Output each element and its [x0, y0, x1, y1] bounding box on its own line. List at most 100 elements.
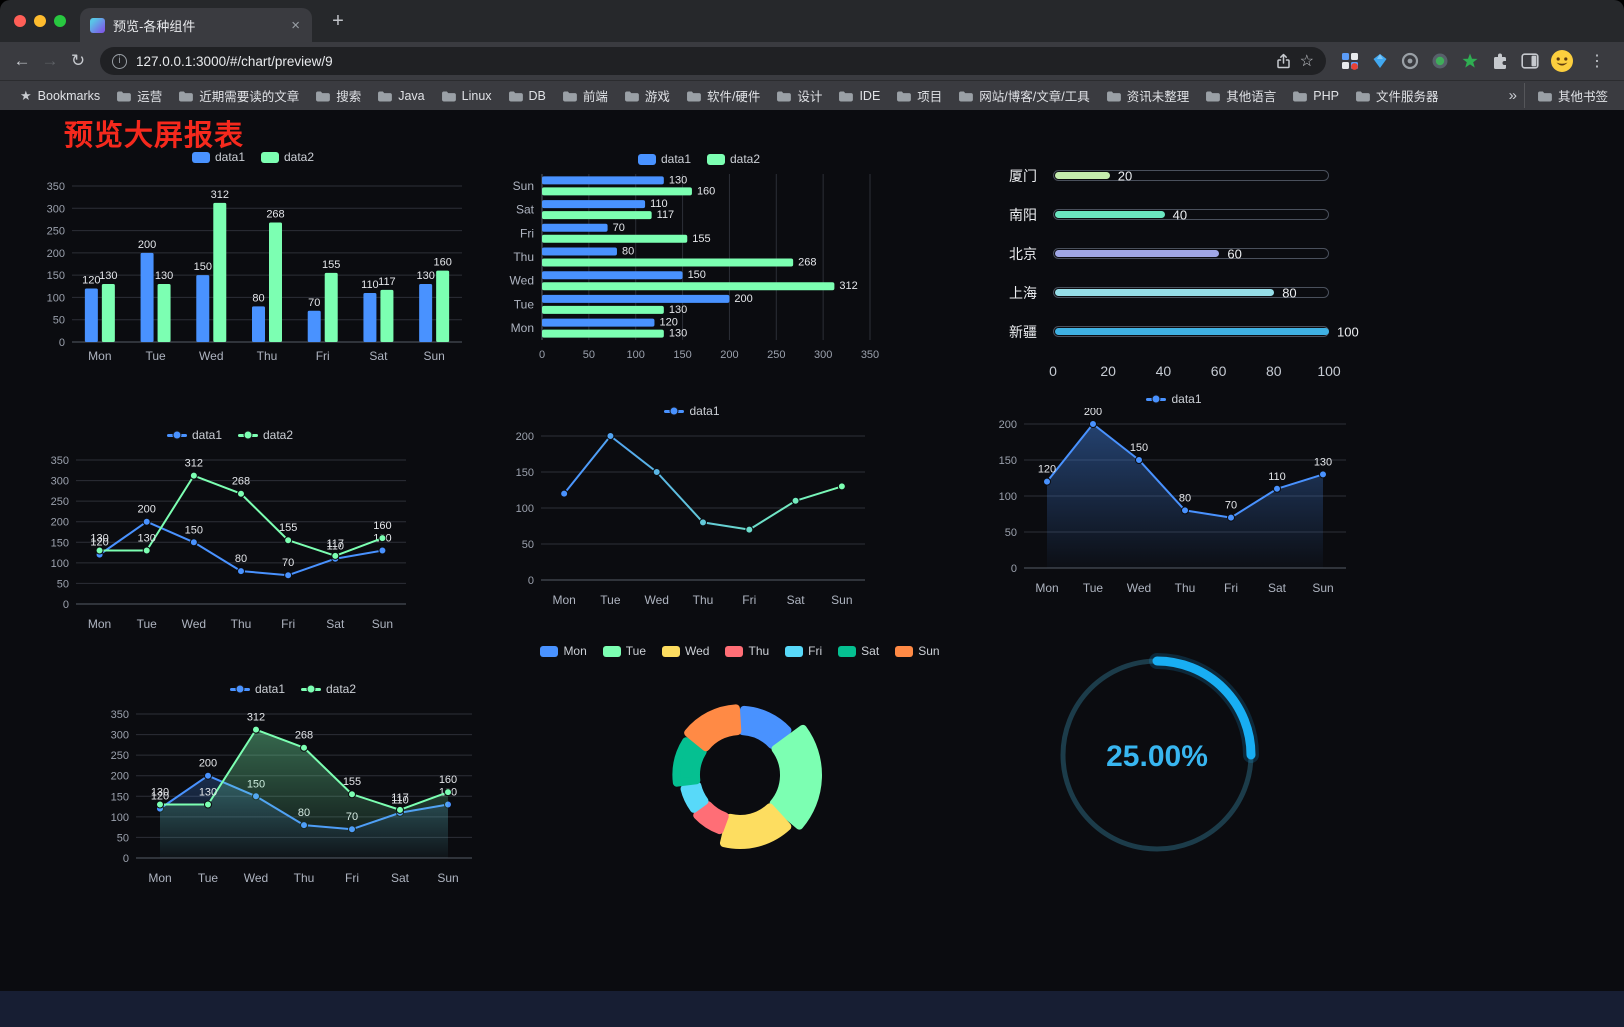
svg-text:Mon: Mon — [148, 871, 171, 885]
svg-text:Sat: Sat — [391, 871, 410, 885]
profile-avatar[interactable] — [1550, 49, 1574, 73]
bookmark-folder-item[interactable]: 搜索 — [307, 83, 369, 108]
bookmark-folder-item[interactable]: IDE — [830, 86, 888, 106]
bookmark-folder-item[interactable]: 其他语言 — [1197, 83, 1284, 108]
site-info-icon[interactable]: i — [112, 53, 127, 69]
bookmark-folder-item[interactable]: 软件/硬件 — [678, 83, 768, 108]
bookmark-folder-item[interactable]: 前端 — [554, 83, 616, 108]
legend-marker — [838, 645, 857, 657]
gradient-line-chart: data1 0 50 100 150 200 Mon Tue Wed Thu Fri Sat Sun — [505, 402, 879, 612]
svg-text:120: 120 — [82, 275, 100, 287]
minimize-window-button[interactable] — [34, 15, 46, 27]
bookmark-star-icon[interactable]: ☆ — [1299, 53, 1314, 70]
legend-marker — [301, 684, 321, 694]
legend-item[interactable]: Fri — [785, 644, 822, 658]
progress-track: 80 — [1053, 285, 1329, 300]
svg-text:130: 130 — [669, 174, 687, 186]
legend-item[interactable]: data1 — [229, 682, 285, 696]
bookmark-folder-item[interactable]: 网站/博客/文章/工具 — [950, 83, 1097, 108]
extension-gem-icon[interactable] — [1370, 51, 1390, 71]
forward-icon[interactable]: → — [41, 51, 59, 70]
new-tab-button[interactable]: + — [332, 10, 344, 32]
svg-text:Wed: Wed — [199, 349, 223, 363]
svg-text:120: 120 — [1038, 464, 1056, 476]
svg-text:Fri: Fri — [316, 349, 330, 363]
legend-item[interactable]: Wed — [662, 644, 709, 658]
legend-item[interactable]: data2 — [261, 150, 314, 164]
legend-item[interactable]: Mon — [540, 644, 587, 658]
bookmark-folder-item[interactable]: 游戏 — [616, 83, 678, 108]
other-bookmarks-item[interactable]: 其他书签 — [1523, 83, 1612, 108]
browser-menu-icon[interactable]: ⋮ — [1589, 53, 1605, 70]
legend-label: Wed — [685, 644, 710, 658]
bookmarks-manager-item[interactable]: ★ Bookmarks — [12, 85, 108, 107]
svg-text:Thu: Thu — [513, 250, 534, 264]
chart-legend: data1 data2 — [40, 426, 420, 444]
extension-circle-icon[interactable] — [1430, 51, 1450, 71]
svg-text:Tue: Tue — [1083, 581, 1104, 595]
legend-item[interactable]: data1 — [191, 150, 245, 164]
svg-text:200: 200 — [734, 293, 752, 305]
svg-text:155: 155 — [322, 259, 340, 271]
chart-legend: data1 — [505, 402, 879, 420]
svg-text:200: 200 — [111, 771, 129, 783]
back-icon[interactable]: ← — [13, 51, 31, 70]
extensions-puzzle-icon[interactable] — [1490, 51, 1510, 71]
svg-text:0: 0 — [1011, 563, 1017, 575]
svg-text:130: 130 — [669, 304, 687, 316]
svg-text:Wed: Wed — [510, 274, 534, 288]
svg-text:Wed: Wed — [244, 871, 268, 885]
legend-label: data2 — [263, 428, 294, 442]
folder-icon — [117, 90, 132, 101]
legend-item[interactable]: Sun — [895, 644, 940, 658]
bookmark-folder-item[interactable]: 设计 — [768, 83, 830, 108]
bookmark-folder-item[interactable]: 资讯未整理 — [1098, 83, 1198, 108]
svg-text:Sun: Sun — [437, 871, 458, 885]
svg-text:50: 50 — [522, 539, 534, 551]
address-bar[interactable]: i 127.0.0.1:3000/#/chart/preview/9 ☆ — [100, 47, 1326, 75]
chart-legend: data1 — [988, 390, 1360, 408]
bookmark-folder-item[interactable]: PHP — [1284, 86, 1347, 106]
extension-star-icon[interactable] — [1460, 51, 1480, 71]
legend-item[interactable]: Tue — [602, 644, 646, 658]
legend-item[interactable]: Sat — [838, 644, 879, 658]
tab-close-icon[interactable]: × — [291, 16, 300, 34]
svg-text:Fri: Fri — [742, 593, 756, 607]
legend-item[interactable]: data1 — [166, 428, 222, 442]
axis-tick-label: 100 — [1317, 363, 1341, 379]
folder-icon — [777, 90, 792, 101]
reload-icon[interactable]: ↻ — [70, 51, 86, 70]
svg-text:350: 350 — [47, 181, 65, 193]
legend-item[interactable]: data2 — [707, 152, 760, 166]
side-panel-icon[interactable] — [1520, 51, 1540, 71]
fullscreen-window-button[interactable] — [54, 15, 66, 27]
legend-item[interactable]: data1 — [637, 152, 691, 166]
browser-tab[interactable]: 预览-各种组件 × — [80, 8, 312, 42]
bookmark-folder-item[interactable]: Java — [369, 86, 432, 106]
svg-text:Tue: Tue — [137, 617, 158, 631]
bookmark-folder-item[interactable]: 项目 — [888, 83, 950, 108]
bookmark-folder-item[interactable]: Linux — [433, 86, 500, 106]
extension-record-icon[interactable] — [1400, 51, 1420, 71]
share-icon[interactable] — [1276, 53, 1291, 69]
legend-item[interactable]: data1 — [664, 404, 720, 418]
svg-text:100: 100 — [111, 812, 129, 824]
legend-label: Fri — [808, 644, 823, 658]
legend-item[interactable]: Thu — [725, 644, 769, 658]
progress-label: 新疆 — [1009, 323, 1037, 340]
svg-text:Thu: Thu — [294, 871, 315, 885]
legend-item[interactable]: data2 — [238, 428, 293, 442]
svg-text:250: 250 — [111, 750, 129, 762]
bookmark-folder-item[interactable]: 文件服务器 — [1347, 83, 1447, 108]
extension-grid-icon[interactable] — [1340, 51, 1360, 71]
legend-item[interactable]: data2 — [301, 682, 356, 696]
bookmarks-overflow-chevron[interactable]: » — [1508, 87, 1517, 104]
close-window-button[interactable] — [14, 15, 26, 27]
bookmark-folder-item[interactable]: DB — [500, 86, 554, 106]
svg-text:150: 150 — [194, 261, 212, 273]
legend-item[interactable]: data1 — [1146, 392, 1202, 406]
bookmark-folder-item[interactable]: 运营 — [108, 83, 170, 108]
bookmark-folder-item[interactable]: 近期需要读的文章 — [170, 83, 307, 108]
legend-label: data1 — [660, 152, 691, 166]
svg-text:250: 250 — [47, 226, 65, 238]
